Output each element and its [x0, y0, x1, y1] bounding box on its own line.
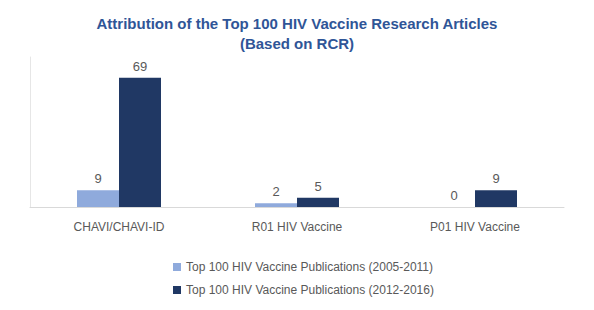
svg-text:Top 100 HIV Vaccine Publicatio: Top 100 HIV Vaccine Publications (2012-2…	[186, 283, 434, 297]
svg-text:5: 5	[314, 179, 321, 194]
svg-text:9: 9	[94, 171, 101, 186]
svg-text:CHAVI/CHAVI-ID: CHAVI/CHAVI-ID	[74, 220, 165, 234]
svg-text:(Based on RCR): (Based on RCR)	[240, 35, 354, 52]
svg-text:9: 9	[492, 171, 499, 186]
svg-text:P01 HIV Vaccine: P01 HIV Vaccine	[430, 220, 520, 234]
svg-text:Attribution of the Top 100 HIV: Attribution of the Top 100 HIV Vaccine R…	[97, 15, 498, 32]
svg-text:69: 69	[133, 59, 147, 74]
svg-text:R01 HIV Vaccine: R01 HIV Vaccine	[252, 220, 343, 234]
svg-text:0: 0	[450, 188, 457, 203]
svg-text:2: 2	[272, 184, 279, 199]
svg-text:Top 100 HIV Vaccine Publicatio: Top 100 HIV Vaccine Publications (2005-2…	[186, 260, 433, 274]
